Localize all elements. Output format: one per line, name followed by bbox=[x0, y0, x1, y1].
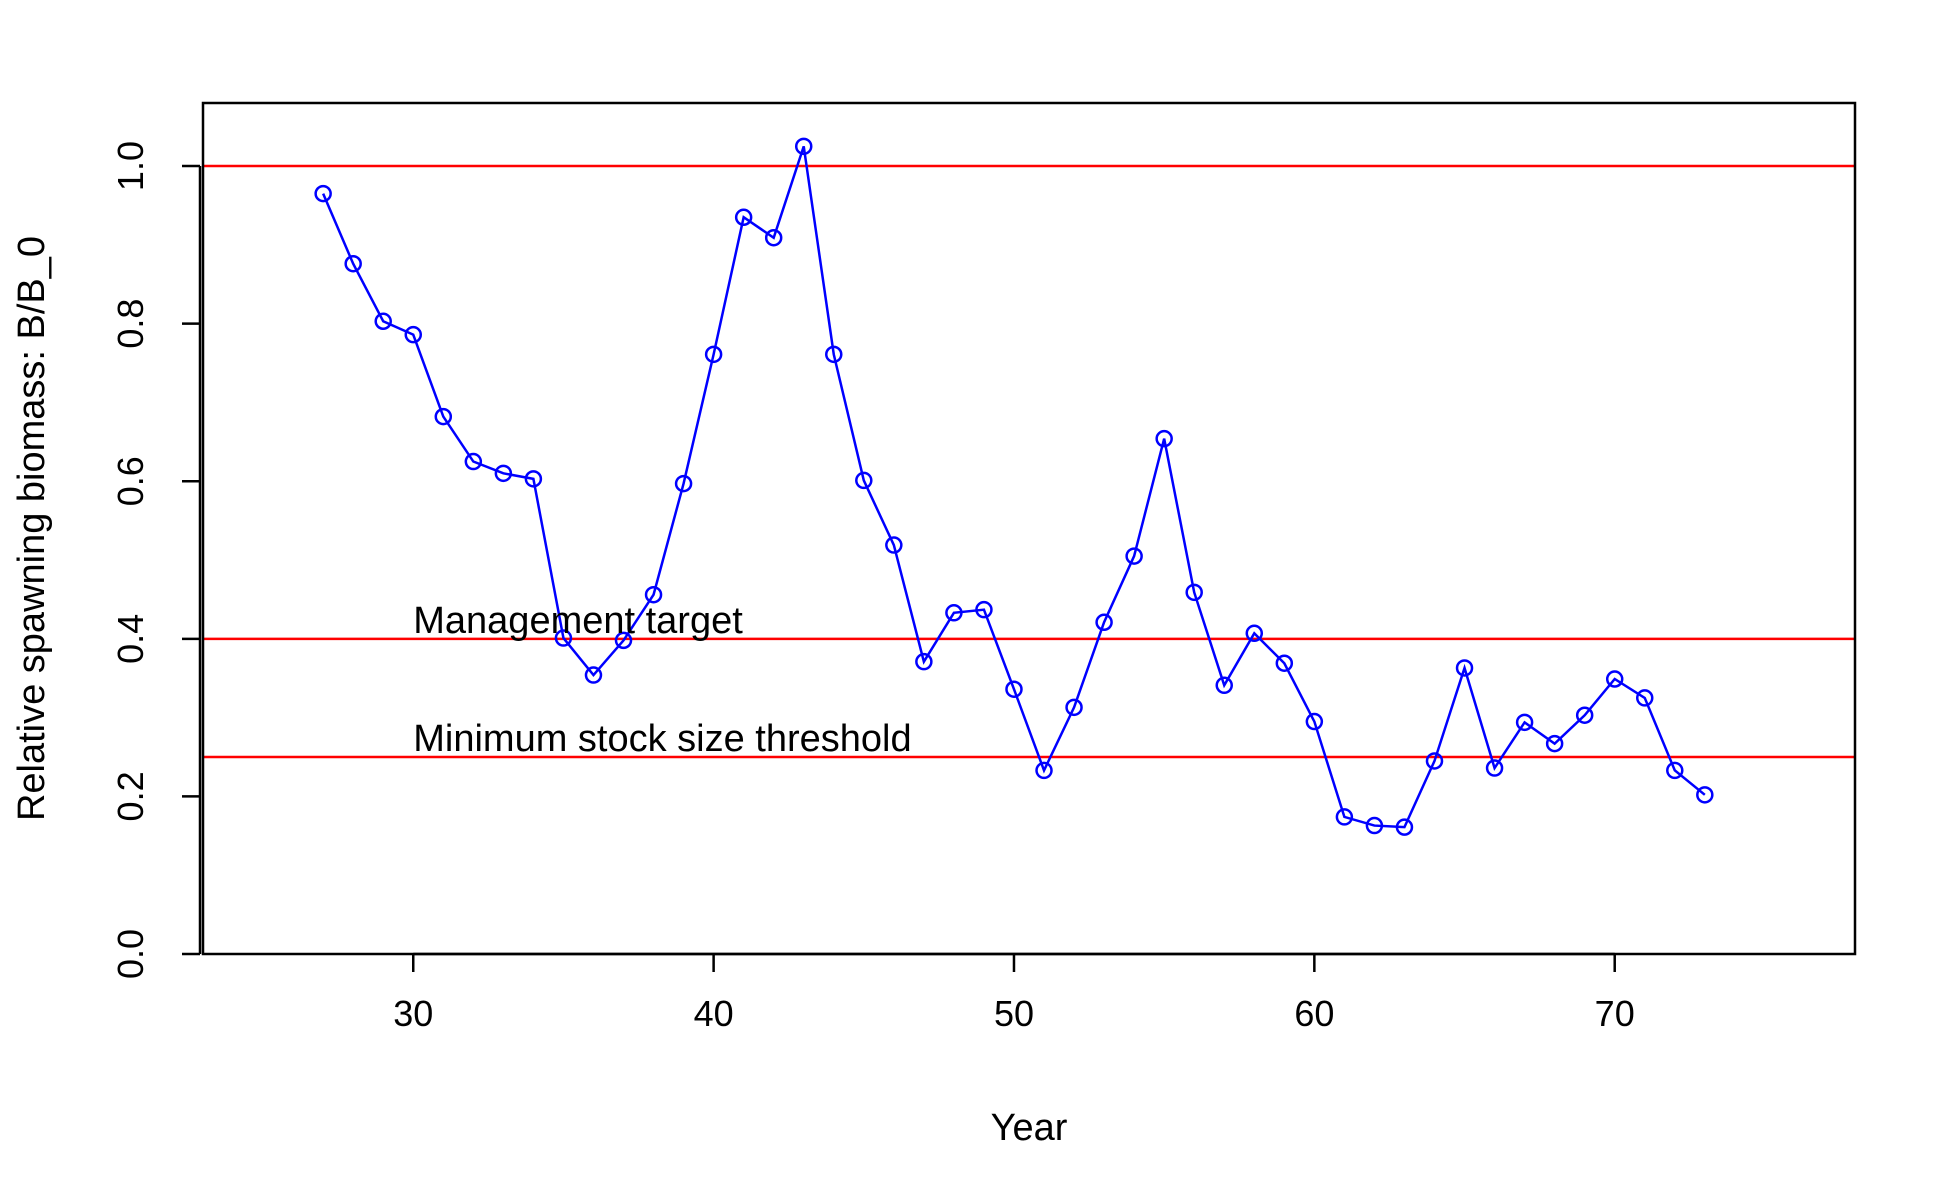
data-point bbox=[1485, 759, 1504, 777]
data-point bbox=[494, 464, 513, 483]
data-point bbox=[734, 208, 753, 227]
data-point bbox=[704, 345, 723, 364]
x-tick-label: 30 bbox=[393, 993, 433, 1034]
data-point bbox=[1125, 547, 1143, 565]
data-point bbox=[1065, 698, 1083, 717]
data-point bbox=[825, 345, 843, 364]
data-point bbox=[404, 325, 423, 344]
x-tick-label: 50 bbox=[994, 993, 1034, 1034]
data-point bbox=[434, 407, 453, 426]
data-point bbox=[1425, 752, 1444, 770]
x-tick-label: 40 bbox=[694, 993, 734, 1034]
data-point bbox=[1035, 761, 1053, 780]
data-point bbox=[554, 629, 573, 647]
x-axis-title: Year bbox=[991, 1107, 1068, 1149]
data-point bbox=[584, 666, 603, 684]
data-point bbox=[1275, 654, 1294, 672]
data-point bbox=[614, 631, 633, 650]
data-point bbox=[1335, 808, 1354, 826]
series-line bbox=[321, 145, 1706, 829]
x-tick-label: 70 bbox=[1595, 993, 1635, 1034]
data-point bbox=[1215, 676, 1233, 695]
data-point bbox=[1575, 706, 1594, 724]
data-point bbox=[1365, 816, 1384, 835]
data-point bbox=[1155, 429, 1173, 448]
reference-line-label: Minimum stock size threshold bbox=[413, 718, 911, 760]
y-tick-label: 0.6 bbox=[110, 456, 151, 506]
data-point bbox=[644, 585, 663, 604]
series-layer bbox=[314, 137, 1714, 836]
data-point bbox=[344, 254, 362, 273]
y-tick-label: 1.0 bbox=[110, 141, 151, 191]
data-point bbox=[524, 470, 543, 488]
data-point bbox=[314, 184, 332, 203]
data-point bbox=[374, 312, 392, 331]
y-tick-label: 0.4 bbox=[110, 614, 151, 664]
y-tick-label: 0.0 bbox=[110, 929, 151, 979]
data-point bbox=[855, 471, 873, 490]
data-point bbox=[1005, 680, 1023, 698]
data-point bbox=[1605, 670, 1624, 688]
data-point bbox=[1305, 712, 1324, 731]
data-point bbox=[1696, 786, 1714, 804]
data-point bbox=[975, 600, 993, 619]
annotations: Management target Minimum stock size thre… bbox=[413, 600, 911, 760]
data-point bbox=[1095, 613, 1113, 632]
data-point bbox=[1635, 689, 1654, 707]
data-point bbox=[1666, 761, 1684, 780]
reference-lines bbox=[203, 164, 1855, 759]
x-axis: 30 40 50 60 70 bbox=[393, 952, 1635, 1034]
data-point bbox=[464, 452, 483, 471]
data-point bbox=[1455, 659, 1474, 677]
y-tick-label: 0.2 bbox=[110, 771, 151, 821]
x-tick-label: 60 bbox=[1294, 993, 1334, 1034]
data-point bbox=[1185, 583, 1203, 602]
data-point bbox=[674, 474, 693, 493]
reference-line-label: Management target bbox=[413, 600, 743, 642]
data-point bbox=[764, 228, 783, 247]
data-point bbox=[794, 137, 813, 156]
data-point bbox=[885, 536, 903, 554]
data-point bbox=[1515, 713, 1534, 732]
plot-frame bbox=[201, 101, 1857, 956]
data-point bbox=[1545, 734, 1564, 753]
data-point bbox=[915, 652, 933, 671]
data-point bbox=[1245, 624, 1264, 643]
y-axis-title: Relative spawning biomass: B/B_0 bbox=[11, 236, 53, 821]
data-point bbox=[1395, 818, 1414, 836]
data-point bbox=[945, 604, 963, 622]
y-axis: 0.0 0.2 0.4 0.6 0.8 1.0 bbox=[110, 141, 202, 979]
y-tick-label: 0.8 bbox=[110, 299, 151, 349]
